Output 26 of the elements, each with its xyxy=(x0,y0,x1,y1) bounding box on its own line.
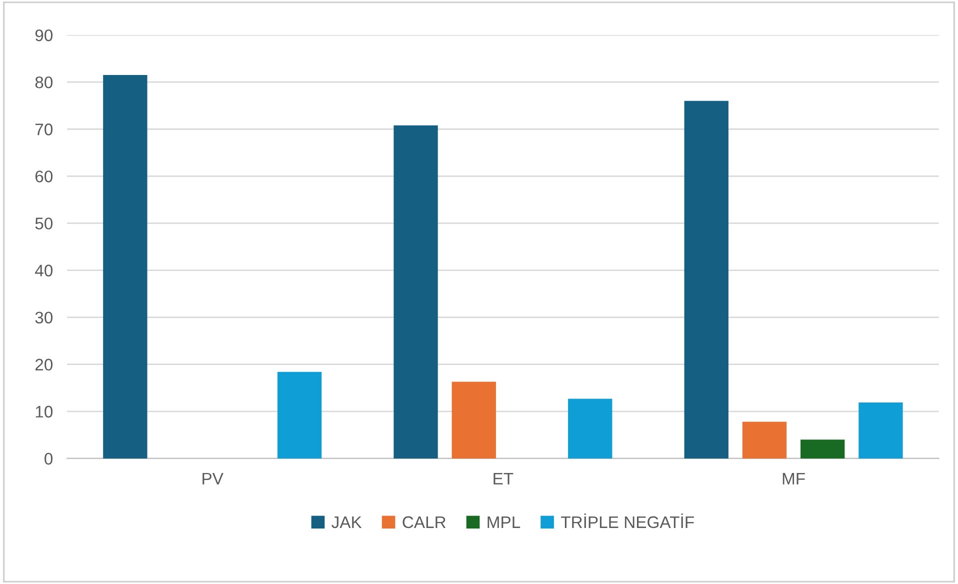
x-tick-label: PV xyxy=(202,472,224,484)
x-tick-label: ET xyxy=(494,472,514,484)
y-tick-label: 10 xyxy=(36,406,53,418)
bar xyxy=(684,100,728,458)
bar xyxy=(800,440,845,458)
bar xyxy=(394,125,438,458)
y-tick-label: 30 xyxy=(35,312,53,324)
legend-label: JAK xyxy=(332,516,362,528)
legend-label: TRİPLE NEGATİF xyxy=(560,514,694,528)
legend-label: MPL xyxy=(488,516,520,528)
bar xyxy=(742,422,787,458)
y-tick-label: 0 xyxy=(44,452,53,465)
bar xyxy=(568,398,612,458)
y-tick-label: 80 xyxy=(35,76,53,88)
y-tick-label: 20 xyxy=(35,358,53,371)
bar xyxy=(452,382,496,458)
y-tick-label: 90 xyxy=(35,29,53,42)
bar xyxy=(277,372,322,458)
bar xyxy=(103,75,148,458)
legend-label: CALR xyxy=(402,516,446,528)
y-tick-label: 60 xyxy=(35,170,53,182)
y-tick-label: 40 xyxy=(35,264,53,276)
x-tick-label: MF xyxy=(782,472,805,484)
y-tick-label: 70 xyxy=(35,124,53,136)
y-tick-label: 50 xyxy=(35,218,53,230)
bar xyxy=(858,402,903,458)
